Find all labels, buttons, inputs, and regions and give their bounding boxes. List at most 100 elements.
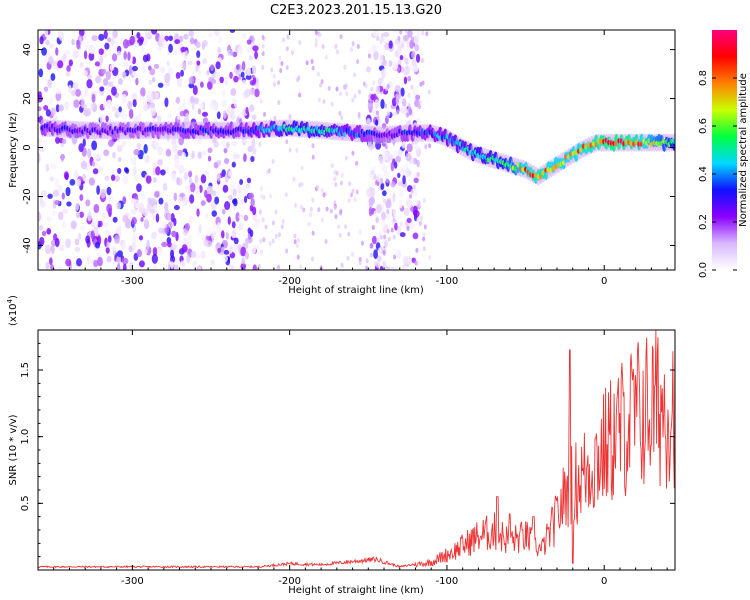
spectrogram-cell [255, 83, 260, 90]
spectrogram-cell [134, 202, 140, 209]
spectrogram-cell [195, 78, 201, 85]
spectrogram-cell [49, 96, 53, 106]
spectrogram-cell [182, 200, 187, 207]
spectrogram-cell [396, 109, 400, 115]
spectrogram-cell [154, 92, 160, 99]
spectrogram-cell [98, 220, 103, 228]
spectrogram-cell [388, 40, 393, 49]
spectrogram-cell [140, 87, 146, 97]
spectrogram-cell [199, 81, 204, 88]
spectrogram-cell [254, 88, 260, 98]
spectrogram-cell [81, 70, 88, 77]
snr-scale-note: (x104) [6, 295, 19, 326]
spectrogram-cell [178, 164, 185, 174]
spectrogram-cell [210, 78, 217, 84]
spectrogram-cell [263, 111, 267, 117]
spectrogram-cell [203, 170, 210, 177]
spectrogram-cell [252, 45, 259, 52]
spectrogram-cell [75, 202, 79, 211]
spectrogram-cell [325, 206, 329, 212]
spectrogram-cell [277, 80, 281, 86]
spectrogram-cell [285, 248, 289, 254]
spectrogram-cell [311, 154, 315, 160]
snr-frame [37, 329, 676, 571]
spectrogram-cell [170, 255, 176, 264]
spectrogram-cell [127, 100, 133, 110]
spectrogram-cell [285, 46, 289, 52]
spectrogram-cell [197, 67, 202, 77]
spectrogram-cell [104, 42, 110, 50]
spectrogram-cell [180, 69, 184, 77]
spectrogram-cell [292, 176, 296, 182]
spectrogram-cell [379, 39, 383, 45]
spectrogram-cell [44, 30, 49, 38]
spectrogram-cell [246, 39, 252, 45]
spectrogram-cell [204, 212, 209, 219]
spectrogram-cell [101, 212, 107, 220]
spectrogram-cell [106, 186, 112, 196]
spectrogram-cell [245, 74, 252, 80]
spectrogram-cell [168, 35, 174, 42]
spectrogram-cell [416, 171, 420, 177]
spectrogram-cell [38, 153, 41, 163]
spectrogram-cell [393, 63, 399, 70]
spectrogram-cell [317, 97, 321, 103]
spectrogram-cell [250, 198, 255, 207]
spectrogram-cell [236, 185, 242, 193]
spectrogram-cell [422, 198, 426, 204]
spectrogram-cell [75, 212, 81, 219]
spectrogram-cell [413, 209, 420, 218]
spectrogram-cell [366, 118, 371, 124]
spectrogram-cell [353, 72, 357, 78]
spectrogram-cell [401, 264, 406, 270]
spectrogram-cell [240, 71, 245, 78]
spectrogram-cell [356, 44, 360, 50]
spectrogram-cell [201, 150, 207, 156]
spectrogram-cell [179, 110, 185, 117]
spectrogram-cell [247, 227, 252, 234]
spectrogram-cell [397, 35, 401, 41]
spectrogram-cell [66, 65, 71, 72]
spectrogram-cell [412, 63, 418, 73]
spectrogram-cell [271, 158, 275, 164]
spectrogram-cell [188, 76, 195, 85]
spectrogram-cell [71, 89, 76, 97]
spectrogram-cell [327, 85, 331, 91]
spectrogram-cell [206, 227, 211, 237]
spectrogram-cell [241, 60, 246, 71]
spectrogram-cell [175, 71, 181, 80]
spectrogram-cell [357, 111, 361, 117]
spectrogram-cell [55, 47, 59, 56]
spectrogram-cell [405, 167, 411, 178]
spectrogram-cell [391, 97, 397, 107]
spectrogram-cell [400, 166, 406, 176]
spectrogram-cell [365, 265, 369, 270]
spectrogram-cell [92, 168, 99, 175]
snr-scale-suffix: ) [8, 295, 19, 299]
spectrogram-cell [98, 48, 104, 55]
spectrogram-cell [155, 213, 160, 223]
spectrogram-cell [188, 83, 195, 89]
colorbar-tick-label: 0.2 [698, 214, 709, 230]
spectrogram-cell [246, 67, 252, 77]
spectrogram-cell [392, 30, 399, 34]
spectrogram-cell [412, 87, 419, 98]
spectrogram-cell [123, 51, 128, 60]
spectrogram-cell [348, 181, 352, 187]
spectrogram-cell [417, 200, 421, 206]
spectrogram-cell [392, 208, 397, 217]
spectrogram-cell [298, 40, 302, 46]
spectrogram-cell [247, 145, 254, 153]
spectrogram-cell [291, 50, 295, 56]
spectrogram-cell [379, 265, 384, 270]
spectrogram-cell [297, 75, 301, 81]
spectrogram-cell [196, 60, 201, 66]
spectrogram-cell [414, 144, 420, 150]
spectrogram-cell [93, 225, 99, 235]
spectrogram-cell [142, 152, 148, 162]
spectrogram-cell [50, 163, 57, 170]
spectrogram-cell [297, 237, 301, 243]
spectrogram-cell [217, 159, 222, 166]
spectrogram-cell [248, 192, 255, 200]
spectrogram-cell [214, 196, 220, 205]
